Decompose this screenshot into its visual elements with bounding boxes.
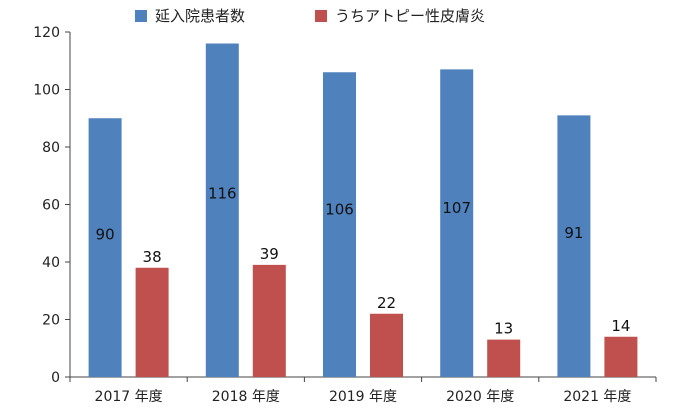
legend-swatch-inpatients (135, 10, 147, 22)
data-label-atopic-dermatitis: 22 (377, 294, 396, 312)
y-tick-label: 20 (42, 313, 60, 329)
y-tick-label: 60 (42, 198, 60, 214)
bars: 90 38 116 39 106 22 107 13 91 14 (88, 43, 638, 377)
data-label-atopic-dermatitis: 39 (260, 245, 279, 263)
x-tick-label: 2018 年度 (212, 389, 280, 405)
data-label-inpatients: 107 (442, 199, 471, 217)
bar-inpatients (557, 115, 591, 377)
data-label-inpatients: 116 (208, 185, 237, 203)
data-label-atopic-dermatitis: 38 (143, 248, 162, 266)
y-tick-label: 120 (33, 25, 60, 41)
y-axis: 0 20 40 60 80 100 120 (33, 25, 71, 386)
y-tick-label: 80 (42, 140, 60, 156)
x-tick-label: 2020 年度 (446, 389, 514, 405)
bar-inpatients (323, 72, 356, 377)
bar-atopic-dermatitis (135, 267, 169, 377)
data-label-inpatients: 91 (564, 224, 583, 242)
x-tick-label: 2019 年度 (329, 389, 397, 405)
y-tick-label: 100 (33, 83, 60, 99)
data-label-atopic-dermatitis: 14 (611, 317, 630, 335)
legend-swatch-atopic-dermatitis (315, 10, 327, 22)
x-axis: 2017 年度 2018 年度 2019 年度 2020 年度 2021 年度 (69, 376, 657, 405)
x-tick-label: 2017 年度 (95, 389, 163, 405)
legend: 延入院患者数 うちアトピー性皮膚炎 (135, 7, 485, 25)
bar-atopic-dermatitis (252, 264, 286, 377)
data-label-inpatients: 90 (96, 226, 115, 244)
legend-label-atopic-dermatitis: うちアトピー性皮膚炎 (335, 7, 485, 25)
bar-inpatients (440, 69, 474, 377)
legend-label-inpatients: 延入院患者数 (155, 7, 245, 25)
data-label-atopic-dermatitis: 13 (494, 320, 513, 338)
x-tick-label: 2021 年度 (563, 389, 631, 405)
y-tick-label: 40 (42, 255, 60, 271)
bar-atopic-dermatitis (370, 313, 403, 377)
y-tick-label: 0 (51, 370, 60, 386)
data-label-inpatients: 106 (325, 200, 354, 218)
bar-atopic-dermatitis (487, 339, 521, 377)
bar-inpatients (88, 118, 122, 377)
bar-inpatients (205, 43, 239, 377)
bar-atopic-dermatitis (604, 336, 638, 377)
